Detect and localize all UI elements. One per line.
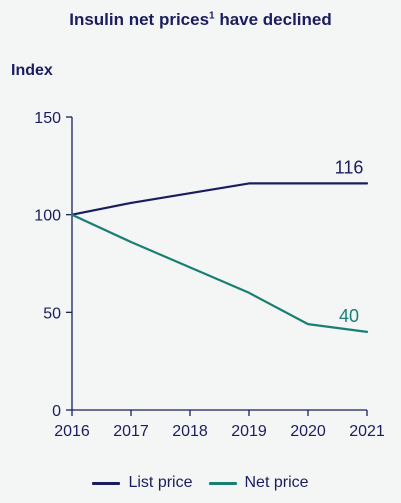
y-tick-label-100: 100 [34,208,61,225]
y-tick-label-150: 150 [34,110,61,127]
chart-title-main: Insulin net prices [69,10,210,29]
legend-swatch-net-price [208,481,237,485]
legend-swatch-list-price [92,481,121,485]
y-tick-label-0: 0 [52,403,61,420]
legend-item-list-price: List price [92,474,193,492]
data-label-net-price-end: 40 [339,306,359,326]
legend: List price Net price [0,474,401,492]
x-tick-label-2017: 2017 [113,423,149,440]
legend-label-list-price: List price [128,474,193,491]
series-line-net-price [70,213,369,333]
x-tick-label-2018: 2018 [172,423,208,440]
y-axis-label: Index [11,62,53,79]
series-line-list-price [70,182,369,216]
x-tick-label-2021: 2021 [349,423,385,440]
x-tick-label-2019: 2019 [231,423,267,440]
chart-title-rest: have declined [214,10,332,29]
chart-title-footnote-mark: 1 [209,10,215,22]
legend-label-net-price: Net price [244,474,309,491]
legend-item-net-price: Net price [208,474,309,492]
y-tick-label-50: 50 [43,305,61,322]
x-tick-label-2016: 2016 [54,423,90,440]
data-label-list-price-end: 116 [335,157,364,177]
x-tick-label-2020: 2020 [290,423,326,440]
chart-title: Insulin net prices1 have declined [0,10,401,30]
